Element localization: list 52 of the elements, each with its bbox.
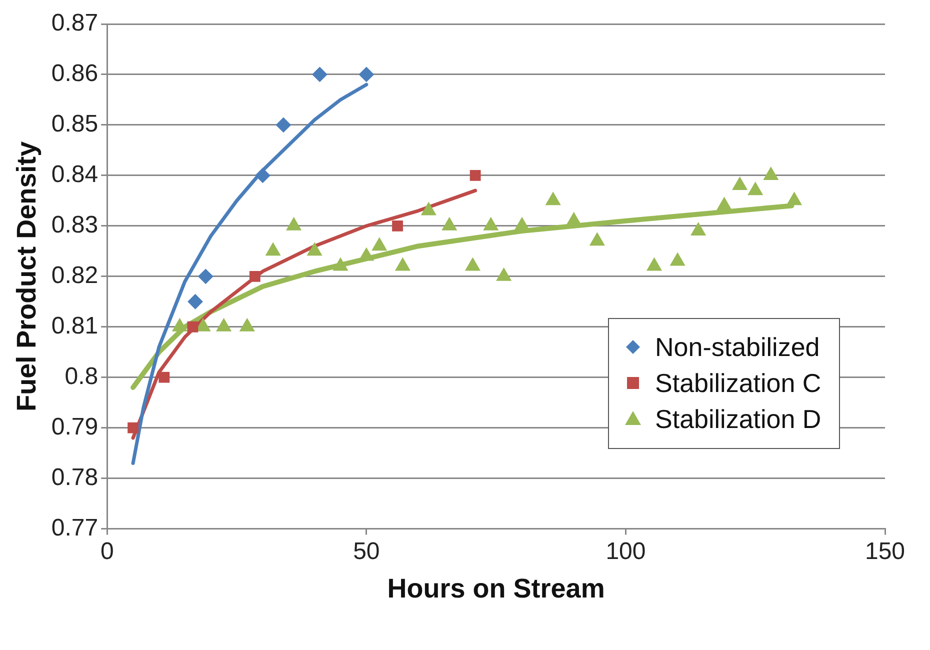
y-tick-label: 0.87: [51, 10, 98, 37]
point: [566, 212, 582, 226]
x-tick-label: 0: [100, 538, 114, 565]
legend-label: Stabilization D: [655, 404, 822, 435]
point: [442, 217, 457, 230]
point: [255, 168, 270, 183]
point: [172, 318, 188, 332]
y-tick-label: 0.81: [51, 312, 98, 340]
point: [286, 217, 302, 230]
point: [496, 268, 512, 281]
x-tick-label: 100: [606, 538, 646, 565]
point: [716, 197, 732, 210]
y-tick-label: 0.83: [51, 212, 98, 239]
point: [421, 202, 436, 216]
y-tick-label: 0.86: [51, 60, 98, 88]
point: [483, 217, 498, 230]
y-tick-label: 0.77: [51, 514, 98, 542]
point: [514, 217, 530, 230]
point: [590, 232, 605, 246]
x-axis-title: Hours on Stream: [387, 573, 605, 604]
point: [372, 238, 387, 251]
point: [307, 242, 322, 256]
y-axis-title: Fuel Product Density: [12, 141, 42, 412]
point: [732, 177, 748, 190]
point: [358, 66, 374, 82]
point: [670, 252, 685, 266]
y-tick-label: 0.85: [51, 110, 98, 138]
point: [312, 66, 328, 82]
point: [465, 258, 480, 271]
point: [395, 258, 410, 271]
y-tick-label: 0.82: [51, 262, 98, 290]
point: [546, 192, 561, 206]
point: [646, 258, 662, 271]
y-tick-label: 0.79: [51, 413, 98, 440]
point: [266, 242, 280, 256]
point: [763, 166, 778, 180]
point: [748, 182, 763, 196]
y-tick-label: 0.78: [51, 464, 98, 491]
y-tick-label: 0.8: [64, 362, 98, 390]
point: [276, 117, 291, 132]
point: [333, 258, 348, 271]
x-tick-label: 150: [864, 538, 906, 565]
point: [470, 170, 481, 181]
point: [690, 222, 706, 236]
point: [786, 192, 802, 206]
legend-label: Non-stabilized: [655, 332, 820, 363]
y-tick-label: 0.84: [51, 161, 98, 188]
legend-label: Stabilization C: [655, 368, 822, 399]
x-tick-label: 50: [353, 538, 380, 565]
point: [240, 318, 255, 332]
point: [358, 248, 374, 261]
point: [216, 318, 232, 332]
